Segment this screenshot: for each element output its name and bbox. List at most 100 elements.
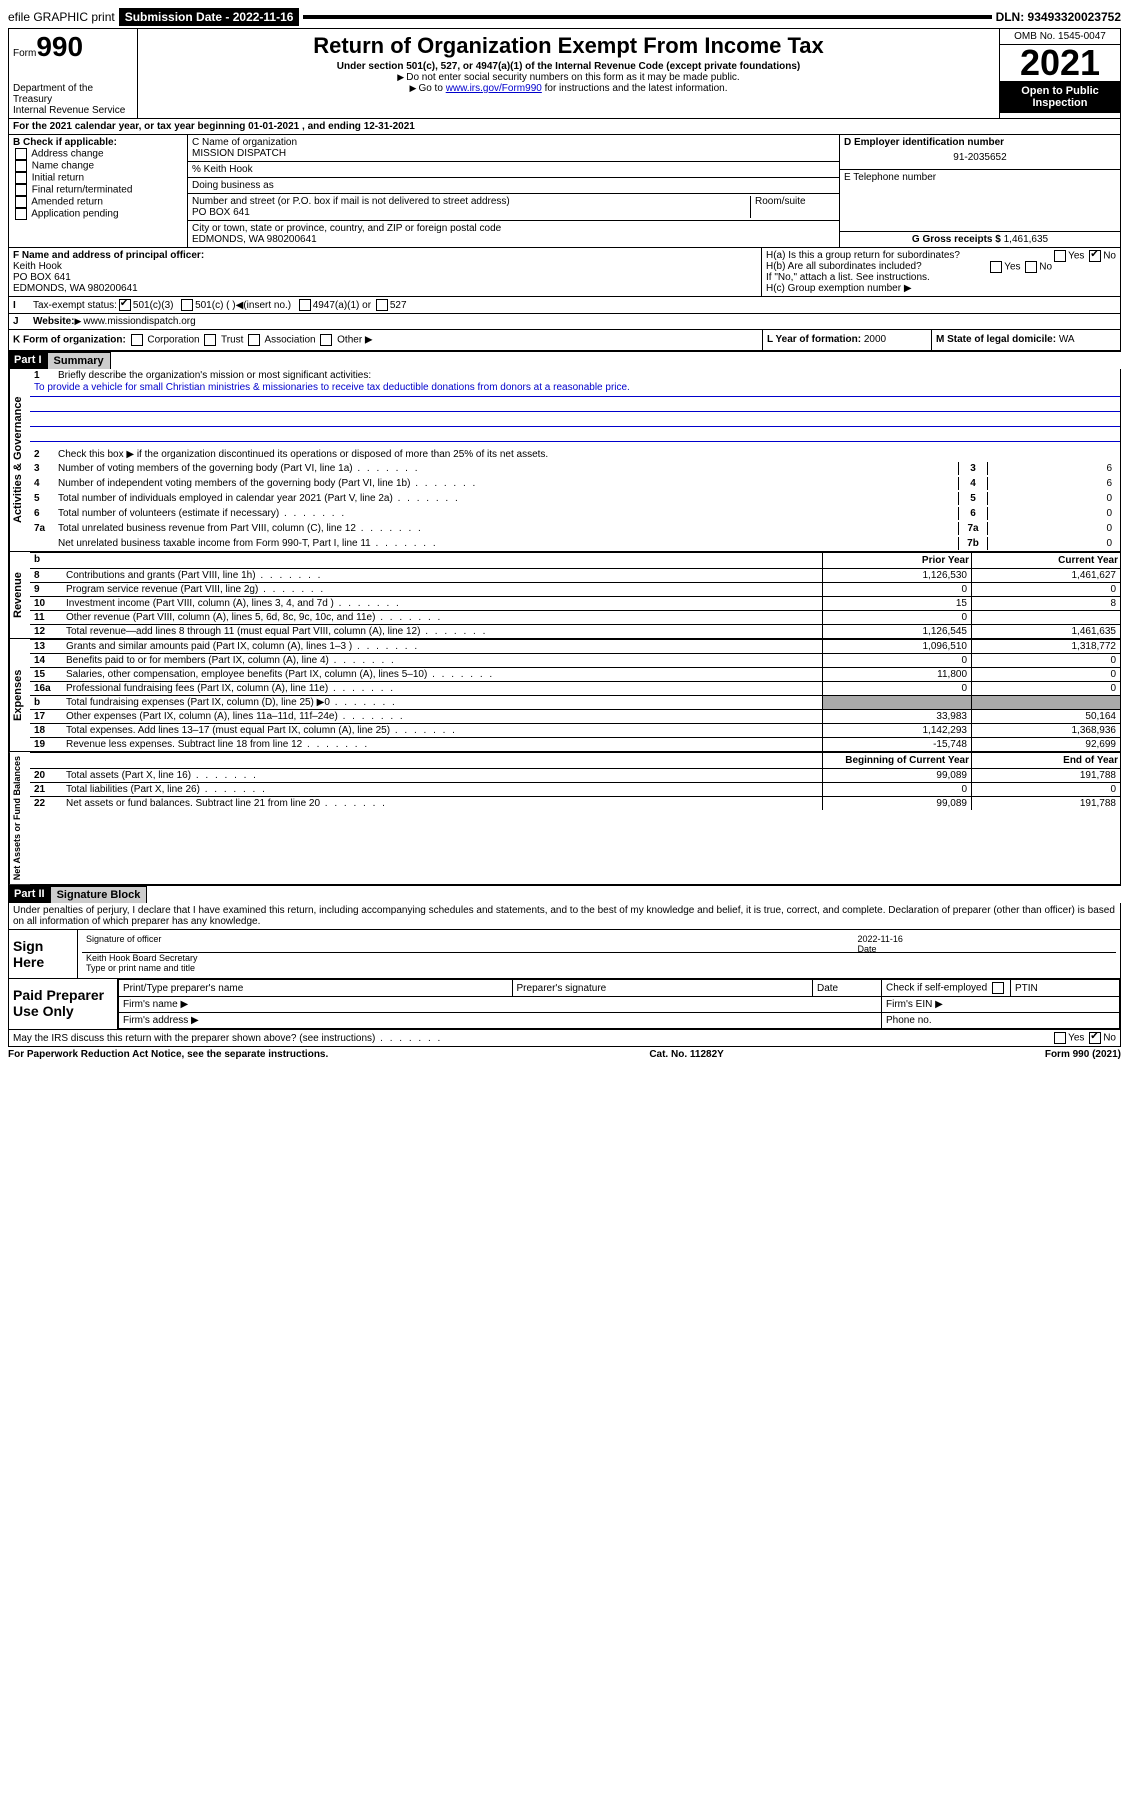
cb-discuss-no[interactable] [1089,1032,1101,1044]
table-row: 11Other revenue (Part VIII, column (A), … [30,611,1120,625]
m-label: M State of legal domicile: [936,334,1056,345]
irs-link[interactable]: www.irs.gov/Form990 [446,83,542,94]
e-label: E Telephone number [840,170,1120,232]
instr-ssn: Do not enter social security numbers on … [140,72,997,83]
paid-preparer-label: Paid Preparer Use Only [9,979,118,1029]
submission-date: Submission Date - 2022-11-16 [119,8,300,26]
table-row: 9Program service revenue (Part VIII, lin… [30,583,1120,597]
q1: Briefly describe the organization's miss… [58,370,1116,381]
sig-intro: Under penalties of perjury, I declare th… [9,903,1120,929]
form-number: 990 [36,31,83,62]
form-title: Return of Organization Exempt From Incom… [140,33,997,59]
table-row: 14Benefits paid to or for members (Part … [30,654,1120,668]
p1: Print/Type preparer's name [119,980,513,997]
ha-yes-cb[interactable] [1054,250,1066,262]
table-row: 20Total assets (Part X, line 16)99,08919… [30,769,1120,783]
table-row: 12Total revenue—add lines 8 through 11 (… [30,625,1120,639]
cb-501c3[interactable] [119,299,131,311]
expenses-section: Expenses 13Grants and similar amounts pa… [8,639,1121,752]
p9: Phone no. [882,1013,1120,1029]
p3: Date [813,980,882,997]
opt-name: Name change [32,161,94,172]
cb-4947[interactable] [299,299,311,311]
governance-section: Activities & Governance 1Briefly describ… [8,369,1121,552]
p6: Firm's name ▶ [119,997,882,1013]
k-label: K Form of organization: [13,335,126,346]
netassets-section: Net Assets or Fund Balances Beginning of… [8,752,1121,885]
spacer [303,15,991,19]
hb-no-cb[interactable] [1025,261,1037,273]
sig-date-val: 2022-11-16 [858,934,1113,944]
sign-here-label: Sign Here [9,930,78,978]
g-label: G Gross receipts $ [912,234,1001,245]
cb-assoc[interactable] [248,334,260,346]
top-bar: efile GRAPHIC print Submission Date - 20… [8,8,1121,26]
l-label: L Year of formation: [767,334,861,345]
opt-pending: Application pending [31,209,118,220]
cb-other[interactable] [320,334,332,346]
gov-label: Activities & Governance [9,369,30,551]
g-val: 1,461,635 [1004,234,1049,245]
irs-discuss: May the IRS discuss this return with the… [13,1033,442,1044]
cb-527[interactable] [376,299,388,311]
part2-title: Signature Block [51,886,148,903]
c-careof: % Keith Hook [188,162,839,178]
cb-amended[interactable] [15,196,27,208]
sig-name-label: Type or print name and title [86,963,195,973]
c-city-label: City or town, state or province, country… [192,223,835,234]
table-row: 21Total liabilities (Part X, line 26)00 [30,783,1120,797]
cb-self-employed[interactable] [992,982,1004,994]
ha-no-cb[interactable] [1089,250,1101,262]
sig-officer-label: Signature of officer [86,934,161,944]
b-label: b [30,553,62,569]
cb-name[interactable] [15,160,27,172]
ha-no: No [1103,251,1116,262]
cb-discuss-yes[interactable] [1054,1032,1066,1044]
bottom-question: May the IRS discuss this return with the… [8,1030,1121,1047]
mission-blank2 [30,412,1120,427]
row-i: I Tax-exempt status: 501(c)(3) 501(c) ( … [8,297,1121,314]
cb-final[interactable] [15,184,27,196]
cb-corp[interactable] [131,334,143,346]
py-header: Prior Year [823,553,972,569]
mission-blank1 [30,397,1120,412]
k-o3: Association [264,335,315,346]
cb-501c[interactable] [181,299,193,311]
gov-line: 4Number of independent voting members of… [30,476,1120,491]
part2-header: Part II [8,886,51,903]
c-addr-label: Number and street (or P.O. box if mail i… [192,196,750,207]
table-row: 18Total expenses. Add lines 13–17 (must … [30,724,1120,738]
i-c2b: (insert no.) [243,300,291,311]
cb-address[interactable] [15,148,27,160]
k-o2: Trust [221,335,243,346]
form-word: Form [13,48,36,59]
section-bcdeg: B Check if applicable: Address change Na… [8,135,1121,248]
footer-right: Form 990 (2021) [1045,1049,1121,1060]
row-fh: F Name and address of principal officer:… [8,248,1121,297]
dept-irs: Internal Revenue Service [13,105,133,116]
c-name-val: MISSION DISPATCH [192,148,835,159]
row-j: J Website: www.missiondispatch.org [8,314,1121,330]
l-val: 2000 [864,334,886,345]
instr-goto-post: for instructions and the latest informat… [542,83,728,94]
opt-initial: Initial return [32,173,84,184]
cb-pending[interactable] [15,208,27,220]
gov-line: 5Total number of individuals employed in… [30,491,1120,506]
hb-yes-cb[interactable] [990,261,1002,273]
p2: Preparer's signature [512,980,812,997]
j-label: Website: [33,316,75,327]
table-row: 13Grants and similar amounts paid (Part … [30,640,1120,654]
i-c3: 4947(a)(1) or [313,300,371,311]
f-l2: PO BOX 641 [13,272,757,283]
c-room-label: Room/suite [750,196,835,218]
cb-initial[interactable] [15,172,27,184]
mission-blank3 [30,427,1120,442]
line-a: For the 2021 calendar year, or tax year … [8,119,1121,135]
form-subtitle: Under section 501(c), 527, or 4947(a)(1)… [140,61,997,72]
hb-yes: Yes [1004,262,1020,273]
k-o1: Corporation [147,335,199,346]
i-c1: 501(c)(3) [133,300,174,311]
form-header: Form990 Department of the Treasury Inter… [8,28,1121,119]
instr-goto-pre: Go to [410,83,446,94]
cb-trust[interactable] [204,334,216,346]
